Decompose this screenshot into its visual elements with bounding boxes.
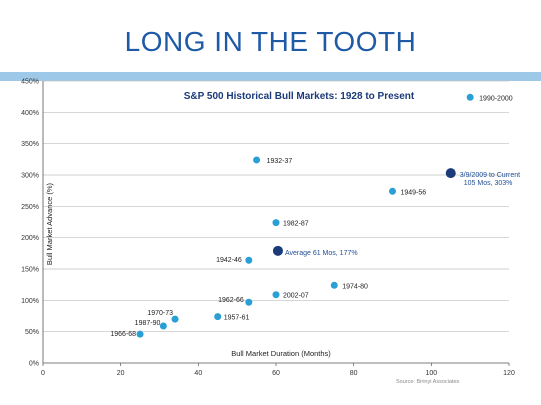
x-tick-label: 60 [272,370,280,377]
point-label: 1932-37 [267,158,293,165]
data-point [171,315,179,323]
y-tick-labels: 0% 50% 100% 150% 200% 250% 300% 350% 400% 450% [21,79,39,368]
y-tick-label: 450% [21,79,39,86]
y-tick-label: 50% [25,329,39,336]
data-point [330,281,338,289]
point-label: 1970-73 [147,310,173,317]
y-tick-label: 300% [21,173,39,180]
point-label: 3/9/2009 to Current [460,172,520,179]
y-tick-label: 350% [21,141,39,148]
title-band [0,72,541,81]
data-point [136,330,144,338]
point-label: 1957-61 [224,315,250,322]
point-label: 1974-80 [342,283,368,290]
data-point [245,298,253,306]
x-tick-label: 80 [350,370,358,377]
x-tick-label: 0 [41,370,45,377]
point-label: 1942-46 [216,257,242,264]
chart-subtitle: S&P 500 Historical Bull Markets: 1928 to… [184,91,415,102]
point-label: 1966-68 [110,331,136,338]
x-axis-title: Bull Market Duration (Months) [231,349,331,358]
data-point [272,291,280,299]
highlight-point [445,168,456,179]
data-points [136,93,474,338]
slide-title: LONG IN THE TOOTH [124,26,417,57]
data-point [245,256,253,264]
gridlines [43,80,509,333]
y-tick-label: 200% [21,235,39,242]
source-note: Source: Birinyi Associates [396,379,460,385]
x-tick-label: 120 [503,370,515,377]
y-axis-title: Bull Market Advance (%) [45,182,54,265]
x-tick-label: 40 [194,370,202,377]
point-label: 2002-07 [283,293,309,300]
x-tick-label: 100 [425,370,437,377]
data-point [389,187,396,195]
data-point [272,219,280,227]
point-label: Average 61 Mos, 177% [285,250,358,257]
point-label: 1962-66 [218,297,244,304]
x-tick-label: 20 [117,370,125,377]
y-tick-label: 100% [21,298,39,305]
x-tick-labels: 0 20 40 60 80 100 120 [41,370,515,377]
data-point [253,156,261,164]
point-label: 1990-2000 [479,95,513,102]
data-point [214,313,222,321]
y-tick-label: 250% [21,204,39,211]
point-label-secondary: 105 Mos, 303% [464,180,513,187]
y-tick-label: 0% [29,361,39,368]
point-label: 1982-87 [283,221,309,228]
data-point [159,322,167,330]
highlight-point [272,245,283,256]
data-point [466,93,474,101]
point-label: 1987-90 [135,320,161,327]
axes [42,81,510,366]
point-label: 1949-56 [401,189,427,196]
y-tick-label: 150% [21,267,39,274]
y-tick-label: 400% [21,110,39,117]
